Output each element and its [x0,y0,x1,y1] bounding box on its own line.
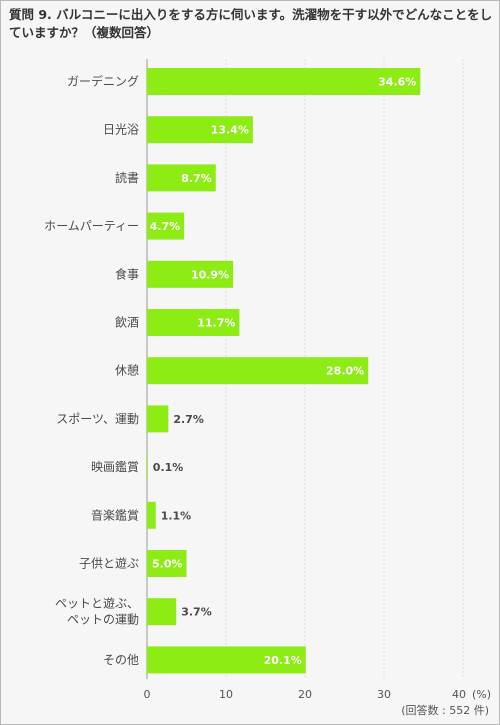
category-label-line: 子供と遊ぶ [79,556,139,571]
category-label: その他 [103,653,139,667]
category-label: スポーツ、運動 [56,412,139,426]
value-label: 0.1% [153,461,184,474]
category-label: 子供と遊ぶ [79,556,139,571]
value-label: 5.0% [152,558,183,571]
value-label: 11.7% [197,317,235,330]
bar [147,260,234,288]
category-label-line: スポーツ、運動 [56,412,139,426]
value-label: 1.1% [161,509,192,522]
category-label: ペットと遊ぶ、ペットの運動 [55,596,139,627]
category-label-line: 読書 [115,170,139,185]
x-tick-label: 30 [377,688,391,701]
x-tick-label-last: 40 [452,688,466,701]
question-title: 質問 9. バルコニーに出入りをする方に伺います。洗濯物を干す以外でどんなことを… [9,7,493,40]
value-label: 4.7% [150,220,181,233]
x-axis-unit: (%) [472,688,491,701]
category-label-line: 休憩 [115,363,139,378]
bar [147,164,216,192]
category-label-line: 飲酒 [115,315,139,330]
category-label: 食事 [115,266,139,281]
bar [147,309,240,336]
value-label: 2.7% [173,413,204,426]
category-label: 飲酒 [115,315,139,330]
bar [147,453,148,481]
value-label: 34.6% [378,76,416,89]
bar [147,405,169,433]
category-label: 映画鑑賞 [91,459,139,474]
category-label: 休憩 [115,363,139,378]
bar [147,357,369,385]
category-label-line: その他 [103,653,139,667]
category-label-line: ガーデニング [67,74,139,89]
bar [147,646,306,674]
value-label: 20.1% [264,654,302,667]
bar [147,501,156,529]
value-label: 10.9% [191,268,229,281]
value-label: 8.7% [181,172,212,185]
category-label-line: ホームパーティー [44,219,139,233]
response-count-note: (回答数 : 552 件) [401,703,489,717]
category-label: ガーデニング [67,74,139,89]
bar [147,550,187,577]
bar [147,68,421,95]
category-label: 読書 [115,170,139,185]
category-label: ホームパーティー [44,219,139,233]
x-tick-label: 10 [219,688,233,701]
category-label-line: 音楽鑑賞 [91,507,139,522]
bar [147,116,253,144]
category-label-line: ペットと遊ぶ、 [55,596,139,611]
category-label: 音楽鑑賞 [91,507,139,522]
category-label-line: ペットの運動 [67,613,139,627]
category-label-line: 食事 [115,266,139,281]
bar [147,598,177,626]
x-tick-label: 20 [298,688,312,701]
value-label: 13.4% [211,124,249,137]
category-label-line: 映画鑑賞 [91,459,139,474]
value-label: 28.0% [326,365,364,378]
value-label: 3.7% [181,606,212,619]
category-label-line: 日光浴 [103,123,139,137]
bar [147,212,185,240]
x-tick-label: 0 [144,688,151,701]
category-label: 日光浴 [103,123,139,137]
